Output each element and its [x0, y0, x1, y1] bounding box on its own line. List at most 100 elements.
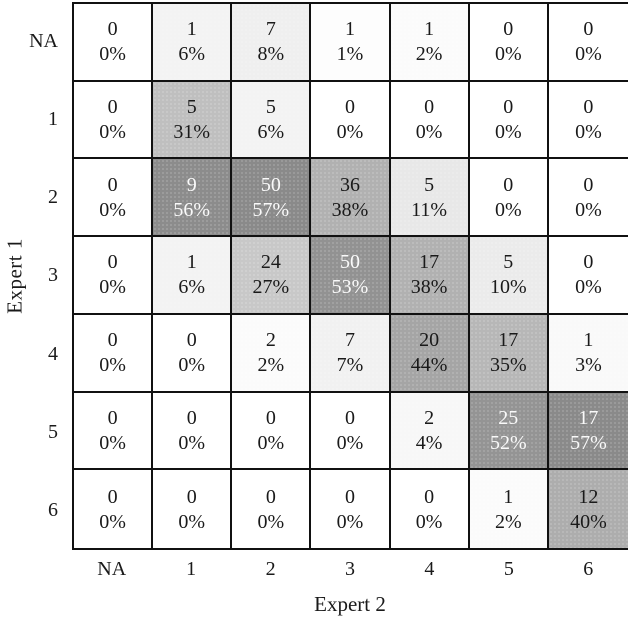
cell-percent: 0%	[99, 354, 126, 377]
cell-count: 0	[265, 485, 276, 508]
cell-count: 1	[344, 18, 355, 41]
matrix-cell-r0c6: 0 0%	[548, 4, 628, 82]
cell-percent: 38%	[410, 276, 448, 299]
cell-count: 5	[424, 173, 435, 196]
matrix-cell-r6c3: 0 0%	[311, 470, 391, 548]
cell-percent: 40%	[570, 510, 607, 533]
row-label-1: 1	[48, 107, 58, 130]
cell-percent: 0%	[99, 431, 126, 454]
matrix-cell-r2c2: 50 57%	[232, 159, 312, 238]
cell-count: 0	[107, 96, 118, 119]
cell-count: 0	[583, 96, 594, 119]
cell-count: 5	[503, 251, 514, 274]
matrix-cell-r1c2: 5 6%	[232, 81, 312, 160]
col-label-4: 4	[424, 557, 435, 580]
matrix-cell-r3c5: 5 10%	[469, 237, 549, 315]
row-labels: NA 1 2 3 4 5 6	[0, 2, 64, 550]
row-label-6: 6	[48, 499, 58, 522]
matrix-cell-r4c0: 0 0%	[74, 314, 154, 393]
cell-percent: 0%	[575, 121, 602, 144]
cell-percent: 6%	[178, 276, 206, 299]
cell-count: 0	[424, 96, 435, 119]
matrix-cell-r5c0: 0 0%	[74, 392, 154, 471]
cell-percent: 0%	[178, 354, 206, 377]
cell-count: 0	[265, 406, 276, 429]
cell-percent: 57%	[252, 198, 290, 221]
cell-percent: 10%	[489, 276, 527, 299]
cell-count: 0	[583, 173, 594, 196]
matrix-cell-r4c2: 2 2%	[232, 314, 312, 393]
matrix-cell-r3c0: 0 0%	[74, 237, 154, 315]
matrix-cell-r0c3: 1 1%	[311, 4, 391, 82]
matrix-cell-r1c4: 0 0%	[390, 81, 470, 160]
matrix-cell-r3c3: 50 53%	[311, 237, 391, 315]
cell-count: 0	[344, 485, 355, 508]
cell-percent: 38%	[331, 198, 369, 221]
cell-count: 0	[107, 251, 118, 274]
cell-percent: 0%	[494, 43, 522, 66]
matrix-cell-r3c2: 24 27%	[232, 237, 312, 315]
matrix-cell-r3c1: 1 6%	[153, 237, 233, 315]
cell-percent: 44%	[410, 354, 448, 377]
row-label-2: 2	[48, 186, 58, 209]
cell-percent: 0%	[257, 431, 285, 454]
cell-percent: 0%	[336, 510, 364, 533]
cell-count: 1	[186, 18, 197, 41]
matrix-cell-r2c3: 36 38%	[311, 159, 391, 238]
matrix-cell-r6c5: 1 2%	[469, 470, 549, 548]
cell-count: 0	[344, 96, 355, 119]
cell-percent: 0%	[336, 121, 364, 144]
cell-count: 0	[107, 18, 118, 41]
matrix-cell-r2c4: 5 11%	[390, 159, 470, 238]
matrix-cell-r4c4: 20 44%	[390, 314, 470, 393]
matrix-cell-r5c6: 17 57%	[548, 392, 628, 471]
col-label-6: 6	[583, 557, 594, 580]
cell-percent: 0%	[494, 121, 522, 144]
cell-count: 5	[265, 96, 276, 119]
col-label-5: 5	[503, 557, 514, 580]
cell-count: 1	[503, 485, 514, 508]
cell-count: 0	[107, 329, 118, 352]
cell-percent: 0%	[575, 198, 602, 221]
matrix-cell-r0c1: 1 6%	[153, 4, 233, 82]
matrix-cell-r6c0: 0 0%	[74, 470, 154, 548]
cell-count: 9	[186, 173, 197, 196]
matrix-cell-r1c0: 0 0%	[74, 81, 154, 160]
row-label-na: NA	[29, 29, 58, 52]
matrix-cell-r6c2: 0 0%	[232, 470, 312, 548]
matrix-cell-r4c5: 17 35%	[469, 314, 549, 393]
matrix-cell-r6c6: 12 40%	[548, 470, 628, 548]
matrix-cell-r5c1: 0 0%	[153, 392, 233, 471]
cell-percent: 53%	[331, 276, 369, 299]
matrix-cell-r5c2: 0 0%	[232, 392, 312, 471]
cell-percent: 3%	[575, 354, 602, 377]
matrix-cell-r4c6: 1 3%	[548, 314, 628, 393]
matrix-cell-r2c1: 9 56%	[153, 159, 233, 238]
cell-count: 12	[578, 485, 599, 508]
row-label-5: 5	[48, 421, 58, 444]
cell-count: 0	[186, 329, 197, 352]
cell-percent: 0%	[336, 431, 364, 454]
matrix-grid: 0 0% 1 6% 7 8% 1 1% 1 2% 0 0% 0 0% 0 0% 5 31% 5 6% 0 0% 0 0% 0 0%…	[72, 2, 628, 550]
cell-count: 50	[339, 251, 360, 274]
cell-percent: 8%	[257, 43, 285, 66]
cell-percent: 31%	[173, 121, 211, 144]
matrix-cell-r0c5: 0 0%	[469, 4, 549, 82]
cell-percent: 0%	[99, 43, 126, 66]
matrix-cell-r2c5: 0 0%	[469, 159, 549, 238]
cell-count: 1	[186, 251, 197, 274]
cell-count: 0	[503, 18, 514, 41]
cell-count: 50	[260, 173, 281, 196]
cell-count: 0	[503, 96, 514, 119]
cell-percent: 0%	[257, 510, 285, 533]
matrix-cell-r3c6: 0 0%	[548, 237, 628, 315]
row-label-4: 4	[48, 342, 58, 365]
cell-count: 0	[186, 406, 197, 429]
cell-percent: 57%	[570, 431, 607, 454]
cell-percent: 0%	[494, 198, 522, 221]
matrix-cell-r0c2: 7 8%	[232, 4, 312, 82]
matrix-cell-r6c4: 0 0%	[390, 470, 470, 548]
cell-count: 0	[424, 485, 435, 508]
cell-percent: 0%	[415, 510, 443, 533]
